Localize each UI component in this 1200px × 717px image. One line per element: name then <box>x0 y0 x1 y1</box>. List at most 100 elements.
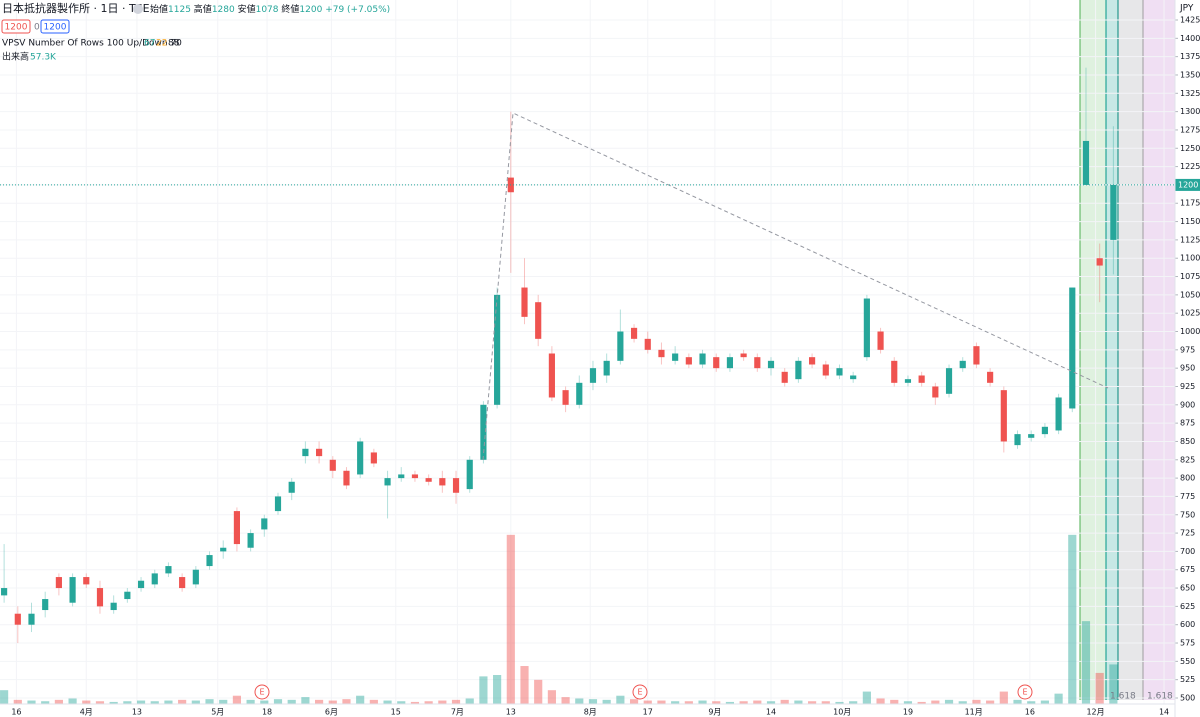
candle-body <box>384 478 391 486</box>
candle-body <box>425 478 432 482</box>
volume-bar <box>1068 534 1077 704</box>
volume-bar <box>13 699 22 704</box>
ohlc-value: 1280 <box>212 5 235 15</box>
y-tick-label: 525 <box>1180 675 1195 684</box>
y-tick-label: 975 <box>1180 345 1195 354</box>
y-tick-label: 1225 <box>1180 162 1200 171</box>
volume-bar <box>808 701 817 704</box>
candle-body <box>288 481 295 493</box>
y-tick-label: 1250 <box>1180 144 1200 153</box>
volume-bar <box>315 699 324 704</box>
volume-bar <box>835 701 844 704</box>
y-tick-label: 1025 <box>1180 309 1200 318</box>
candle-body <box>1110 184 1117 240</box>
candle-body <box>343 470 350 486</box>
y-tick-label: 725 <box>1180 529 1195 538</box>
volume-bar <box>41 701 50 704</box>
candle-body <box>42 599 49 611</box>
y-tick-label: 1325 <box>1180 89 1200 98</box>
candle-body <box>795 360 802 380</box>
volume-last: 57.3K <box>30 53 57 63</box>
candle-body <box>302 448 309 457</box>
volume-bar <box>561 697 570 704</box>
volume-bar <box>794 700 803 704</box>
volume-bar <box>766 701 776 704</box>
volume-bar <box>999 691 1008 704</box>
candle-body <box>644 338 651 350</box>
symbol-title: 日本抵抗器製作所 · 1日 · TSE <box>2 1 150 15</box>
volume-bar <box>479 676 488 704</box>
volume-bar <box>849 701 858 704</box>
x-tick-label: 7月 <box>451 708 464 717</box>
sell-box[interactable] <box>1 19 31 34</box>
y-tick-label: 550 <box>1180 657 1195 666</box>
candle-body <box>1069 287 1076 409</box>
ohlc-value: 1200 <box>299 5 322 15</box>
candle-body <box>83 577 90 585</box>
candle-body <box>411 474 419 479</box>
candle-body <box>945 368 953 394</box>
volume-bar <box>246 699 255 704</box>
volume-bar <box>27 700 36 704</box>
volume-bar <box>534 679 543 704</box>
candle-body <box>767 360 775 369</box>
volume-bar <box>616 695 625 704</box>
collapse-icon[interactable] <box>133 4 143 14</box>
y-tick-label: 925 <box>1180 382 1195 391</box>
candle-body <box>261 518 268 530</box>
candle-body <box>672 353 679 361</box>
candle-body <box>1096 258 1103 266</box>
earnings-label: E <box>637 688 642 697</box>
candle-body <box>494 294 501 405</box>
candle-body <box>151 573 158 585</box>
y-tick-label: 950 <box>1180 364 1195 373</box>
x-tick-label: 11月 <box>965 708 983 717</box>
candle-body <box>959 360 966 369</box>
candle-body <box>809 357 816 365</box>
volume-bar <box>931 700 940 704</box>
sell-price: 1200 <box>5 23 28 33</box>
candle-body <box>1082 140 1090 185</box>
x-tick-label: 17 <box>643 708 653 717</box>
volume-bar <box>890 699 899 704</box>
volume-bar <box>410 701 420 704</box>
candle-body <box>220 547 227 552</box>
volume-bar <box>424 701 433 704</box>
earnings-marker <box>632 684 648 700</box>
fib-label: 1.618 <box>1147 692 1173 702</box>
volume-bar <box>712 701 721 704</box>
volume-bar <box>164 700 173 704</box>
candle-body <box>480 404 487 460</box>
candle-body <box>589 368 597 383</box>
volume-bar <box>821 701 830 704</box>
volume-bar <box>1109 664 1118 704</box>
volume-title: 出来高 <box>2 51 29 63</box>
candle-body <box>685 357 692 365</box>
buy-box[interactable] <box>40 19 70 34</box>
ohlc-label: 始値 <box>150 3 168 15</box>
volume-bar <box>301 697 310 704</box>
indicator-value: 88 <box>168 39 180 49</box>
earnings-label: E <box>259 688 264 697</box>
ohlc-label: 高値 <box>194 3 212 15</box>
candle-body <box>603 360 610 376</box>
volume-bar <box>273 699 283 704</box>
volume-bar <box>356 695 365 704</box>
volume-bar <box>232 695 241 704</box>
volume-bar <box>643 700 652 704</box>
volume-bar <box>520 666 529 704</box>
indicator-value: 67 <box>144 39 155 49</box>
candle-body <box>630 327 638 339</box>
candle-body <box>1014 434 1021 446</box>
x-tick-label: 10月 <box>833 708 851 717</box>
candle-body <box>439 478 446 486</box>
volume-bar <box>205 699 214 704</box>
volume-bar <box>493 675 502 704</box>
y-tick-label: 575 <box>1180 639 1195 648</box>
volume-bar <box>986 700 995 704</box>
volume-bar <box>903 701 913 704</box>
volume-bar <box>451 699 461 704</box>
candle-body <box>713 357 720 369</box>
y-tick-label: 1300 <box>1180 107 1200 116</box>
